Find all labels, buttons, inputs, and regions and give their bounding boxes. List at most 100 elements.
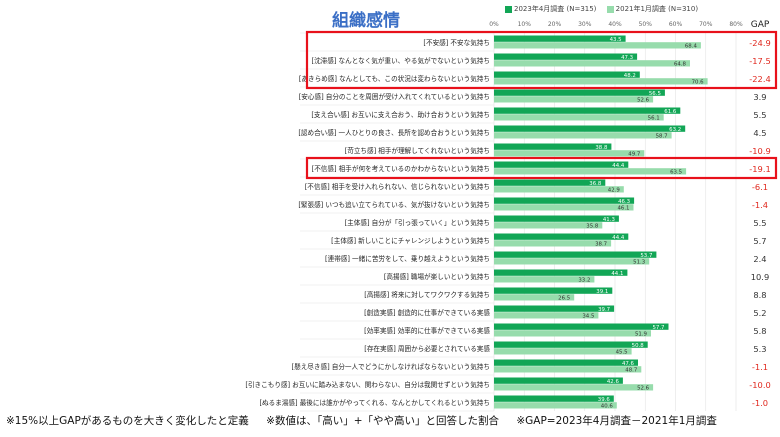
bar-jan2021 <box>494 204 634 211</box>
category-label: [高揚感] 将来に対してワクワクする気持ち <box>364 290 490 299</box>
bar-jan2021 <box>494 366 642 373</box>
category-label: [存在実感] 周囲から必要とされている実感 <box>364 344 490 353</box>
gap-value: -24.9 <box>749 38 770 48</box>
gap-value: -19.1 <box>749 164 770 174</box>
bar-jan2021 <box>494 330 651 337</box>
data-label-jan2021: 40.6 <box>601 404 614 410</box>
x-tick-label: 40% <box>608 21 622 28</box>
x-tick-label: 10% <box>518 21 532 28</box>
chart-title: 組織感情 <box>332 11 400 31</box>
category-label: [効率実感] 効率的に仕事ができている実感 <box>364 326 490 335</box>
data-label-apr2023: 44.1 <box>611 271 623 277</box>
gap-value: -1.0 <box>752 398 768 408</box>
bar-apr2023 <box>494 197 635 204</box>
data-label-jan2021: 48.7 <box>625 368 637 374</box>
data-label-apr2023: 46.3 <box>618 199 630 205</box>
bar-apr2023 <box>494 125 686 132</box>
bar-jan2021 <box>494 276 595 283</box>
data-label-apr2023: 43.5 <box>610 37 622 43</box>
x-tick-label: 0% <box>489 21 499 28</box>
footnote-value-definition: ※数値は、「高い」+「やや高い」と回答した割合 <box>266 415 499 427</box>
bar-apr2023 <box>494 269 628 276</box>
data-label-jan2021: 68.4 <box>685 44 698 50</box>
data-label-apr2023: 44.4 <box>612 235 625 241</box>
legend: 2023年4月調査 (N=315) 2021年1月調査 (N=310) <box>505 4 706 14</box>
data-label-jan2021: 51.3 <box>633 260 645 266</box>
bar-apr2023 <box>494 359 638 366</box>
data-label-jan2021: 52.6 <box>637 98 650 104</box>
category-label: [不信感] 相手が何を考えているのかわからないという気持ち <box>312 164 490 173</box>
data-label-apr2023: 41.3 <box>603 217 615 223</box>
category-label: [主体感] 自分が「引っ張っていく」という気持ち <box>345 218 490 227</box>
bar-apr2023 <box>494 89 665 96</box>
category-label: [苛立ち感] 相手が理解してくれないという気持ち <box>345 146 490 155</box>
footnotes: ※15%以上GAPがあるものを大きく変化したと定義 ※数値は、「高い」+「やや高… <box>6 413 731 428</box>
data-label-apr2023: 36.8 <box>589 181 602 187</box>
gap-value: 5.3 <box>753 344 766 354</box>
bar-apr2023 <box>494 395 614 402</box>
data-label-jan2021: 26.5 <box>558 296 570 302</box>
data-label-jan2021: 45.5 <box>616 350 628 356</box>
category-label: [緊張感] いつも追い立てられている、気が抜けないという気持ち <box>298 200 490 209</box>
legend-label-apr2023: 2023年4月調査 (N=315) <box>514 5 597 13</box>
gap-header: GAP <box>751 20 770 30</box>
gap-value: 5.2 <box>753 308 766 318</box>
data-label-jan2021: 42.9 <box>608 188 621 194</box>
gap-value: -1.4 <box>752 200 768 210</box>
bar-apr2023 <box>494 161 629 168</box>
data-label-apr2023: 53.7 <box>640 253 652 259</box>
category-label: [高揚感] 職場が楽しいという気持ち <box>384 272 490 281</box>
data-label-jan2021: 52.6 <box>637 386 650 392</box>
data-label-jan2021: 64.8 <box>674 62 687 68</box>
data-label-jan2021: 49.7 <box>628 152 640 158</box>
bar-jan2021 <box>494 168 687 175</box>
gap-value: 2.4 <box>753 254 766 264</box>
bar-jan2021 <box>494 114 664 121</box>
bar-jan2021 <box>494 240 612 247</box>
bar-apr2023 <box>494 179 606 186</box>
bar-apr2023 <box>494 305 615 312</box>
bar-apr2023 <box>494 53 638 60</box>
bar-jan2021 <box>494 96 654 103</box>
highlight-box <box>305 30 778 90</box>
gap-value: 5.7 <box>753 236 766 246</box>
gap-value: 10.9 <box>751 272 769 282</box>
highlight-box <box>305 156 778 180</box>
data-label-jan2021: 58.7 <box>656 134 668 140</box>
bar-apr2023 <box>494 215 619 222</box>
bar-jan2021 <box>494 294 575 301</box>
category-label: [安心感] 自分のことを周囲が受け入れてくれているという気持ち <box>299 92 490 101</box>
data-label-jan2021: 33.2 <box>578 278 590 284</box>
data-label-apr2023: 39.6 <box>598 397 611 403</box>
data-label-apr2023: 48.2 <box>624 73 636 79</box>
bar-jan2021 <box>494 78 708 85</box>
category-label: [引きこもり感] お互いに踏み込まない、関わらない、自分は我関せずという気持ち <box>245 380 490 389</box>
x-tick-label: 30% <box>578 21 592 28</box>
gap-value: -10.0 <box>749 380 770 390</box>
gap-value: 5.8 <box>753 326 766 336</box>
footnote-gap-definition: ※15%以上GAPがあるものを大きく変化したと定義 <box>6 415 249 427</box>
legend-item-apr2023: 2023年4月調査 (N=315) <box>505 5 596 13</box>
category-label: [ぬるま湯感] 最後には誰かがやってくれる、なんとかしてくれるという気持ち <box>259 398 490 407</box>
bar-apr2023 <box>494 251 657 258</box>
bar-jan2021 <box>494 60 690 67</box>
bar-jan2021 <box>494 132 672 139</box>
data-label-apr2023: 44.4 <box>612 163 625 169</box>
bar-apr2023 <box>494 287 613 294</box>
gap-value: -1.1 <box>752 362 768 372</box>
bar-jan2021 <box>494 312 599 319</box>
x-tick-label: 20% <box>548 21 562 28</box>
bar-jan2021 <box>494 42 701 49</box>
legend-swatch-apr2023 <box>505 5 512 13</box>
data-label-jan2021: 63.5 <box>670 170 682 176</box>
bar-apr2023 <box>494 35 626 42</box>
data-label-apr2023: 61.6 <box>664 109 677 115</box>
bar-apr2023 <box>494 323 669 330</box>
data-label-apr2023: 38.8 <box>595 145 608 151</box>
category-label: [不安感] 不安な気持ち <box>423 38 490 47</box>
data-label-jan2021: 56.1 <box>648 116 660 122</box>
bar-apr2023 <box>494 71 640 78</box>
data-label-jan2021: 35.8 <box>586 224 599 230</box>
bar-jan2021 <box>494 258 650 265</box>
gap-value: 4.5 <box>753 128 766 138</box>
